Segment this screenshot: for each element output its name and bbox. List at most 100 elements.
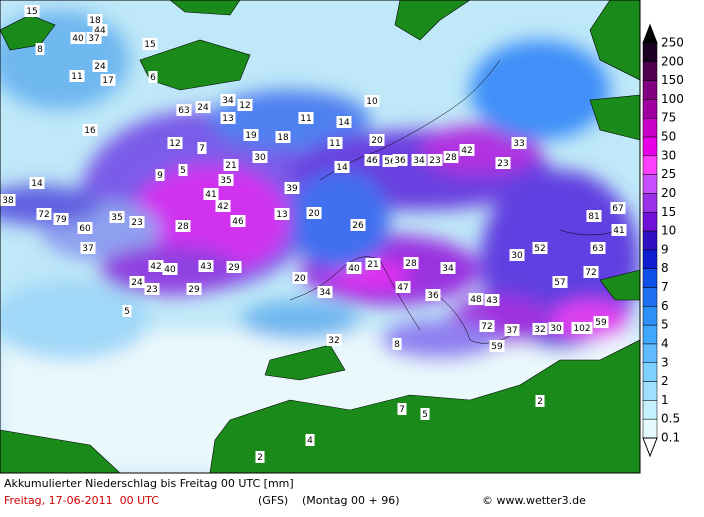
precip-label: 17 [102, 76, 113, 86]
colorbar-segment [642, 193, 658, 213]
label-box [395, 281, 411, 293]
precip-label: 8 [37, 45, 43, 55]
label-box [220, 112, 236, 124]
precip-label: 38 [2, 196, 14, 206]
precip-label: 41 [205, 190, 216, 200]
label-box [364, 95, 380, 107]
precip-label: 26 [352, 221, 364, 231]
colorbar-segment [642, 287, 658, 307]
label-box [29, 177, 45, 189]
colorbar-segment [642, 400, 658, 420]
label-box [82, 124, 98, 136]
label-box [275, 131, 291, 143]
colorbar-label: 8 [661, 261, 669, 275]
label-box [226, 261, 242, 273]
colorbar-label: 6 [661, 299, 669, 313]
colorbar-label: 9 [661, 242, 669, 256]
precip-label: 20 [371, 136, 383, 146]
label-box [336, 116, 352, 128]
precip-label: 59 [595, 318, 607, 328]
label-box [142, 38, 158, 50]
label-box [427, 154, 443, 166]
label-box [327, 137, 343, 149]
label-box [0, 194, 16, 206]
label-box [86, 32, 102, 44]
label-box [109, 211, 125, 223]
precip-label: 20 [294, 274, 306, 284]
precip-label: 52 [534, 244, 545, 254]
colorbar-label: 1 [661, 393, 669, 407]
colorbar-segment [642, 61, 658, 81]
colorbar-segment [642, 136, 658, 157]
colorbar-top [642, 23, 658, 44]
precip-label: 15 [26, 7, 37, 17]
label-box [593, 316, 609, 328]
colorbar-label: 150 [661, 73, 684, 87]
label-box [223, 159, 239, 171]
footer-credit: © www.wetter3.de [482, 494, 586, 507]
precip-label: 14 [31, 179, 43, 189]
precip-label: 39 [286, 184, 298, 194]
precip-label: 63 [592, 244, 603, 254]
label-box [176, 104, 192, 116]
precip-label: 28 [177, 222, 189, 232]
precip-label: 28 [405, 259, 417, 269]
label-box [610, 202, 626, 214]
colorbar-label: 50 [661, 130, 676, 144]
label-box [203, 188, 219, 200]
label-box [148, 260, 164, 272]
label-box [443, 151, 459, 163]
footer: Akkumulierter Niederschlag bis Freitag 0… [0, 472, 640, 507]
colorbar-segment [642, 362, 658, 382]
label-box [92, 60, 108, 72]
colorbar-label: 0.5 [661, 412, 680, 426]
precip-label: 24 [131, 278, 143, 288]
label-box [220, 94, 236, 106]
precip-label: 11 [71, 72, 82, 82]
precip-label: 12 [239, 101, 250, 111]
label-box [365, 258, 381, 270]
precip-label: 63 [178, 106, 189, 116]
colorbar-segment [642, 249, 658, 269]
label-box [425, 289, 441, 301]
colorbar-segment [642, 324, 658, 345]
colorbar-segment [642, 117, 658, 138]
label-box [511, 137, 527, 149]
land [0, 0, 640, 473]
precip-label: 48 [470, 295, 482, 305]
label-box [87, 14, 103, 26]
colorbar-label: 25 [661, 167, 676, 181]
label-box [148, 71, 158, 83]
footer-date: Freitag, 17-06-2011 00 UTC [4, 494, 159, 507]
precip-label: 19 [245, 131, 257, 141]
precip-label: 35 [111, 213, 122, 223]
precip-label: 59 [491, 342, 503, 352]
label-box [459, 144, 475, 156]
precip-label: 24 [197, 103, 209, 113]
precip-label: 2 [257, 453, 263, 463]
precip-label: 32 [534, 325, 545, 335]
label-box [504, 324, 520, 336]
label-box [305, 434, 315, 446]
colorbar-label: 10 [661, 224, 676, 238]
precip-label: 40 [348, 264, 360, 274]
colorbar-label: 3 [661, 355, 669, 369]
precip-label: 34 [319, 288, 331, 298]
label-box [252, 151, 268, 163]
label-box [237, 99, 253, 111]
label-box [274, 208, 290, 220]
label-box [122, 305, 132, 317]
precip-label: 42 [461, 146, 472, 156]
label-box [611, 224, 627, 236]
label-box [495, 157, 511, 169]
precip-label: 34 [413, 156, 425, 166]
label-box [548, 322, 564, 334]
colorbar-segment [642, 99, 658, 119]
precip-label: 42 [150, 262, 161, 272]
precip-label: 11 [329, 139, 340, 149]
footer-model: (GFS) [258, 494, 288, 507]
label-box [70, 32, 86, 44]
label-box [69, 70, 85, 82]
label-box [306, 207, 322, 219]
